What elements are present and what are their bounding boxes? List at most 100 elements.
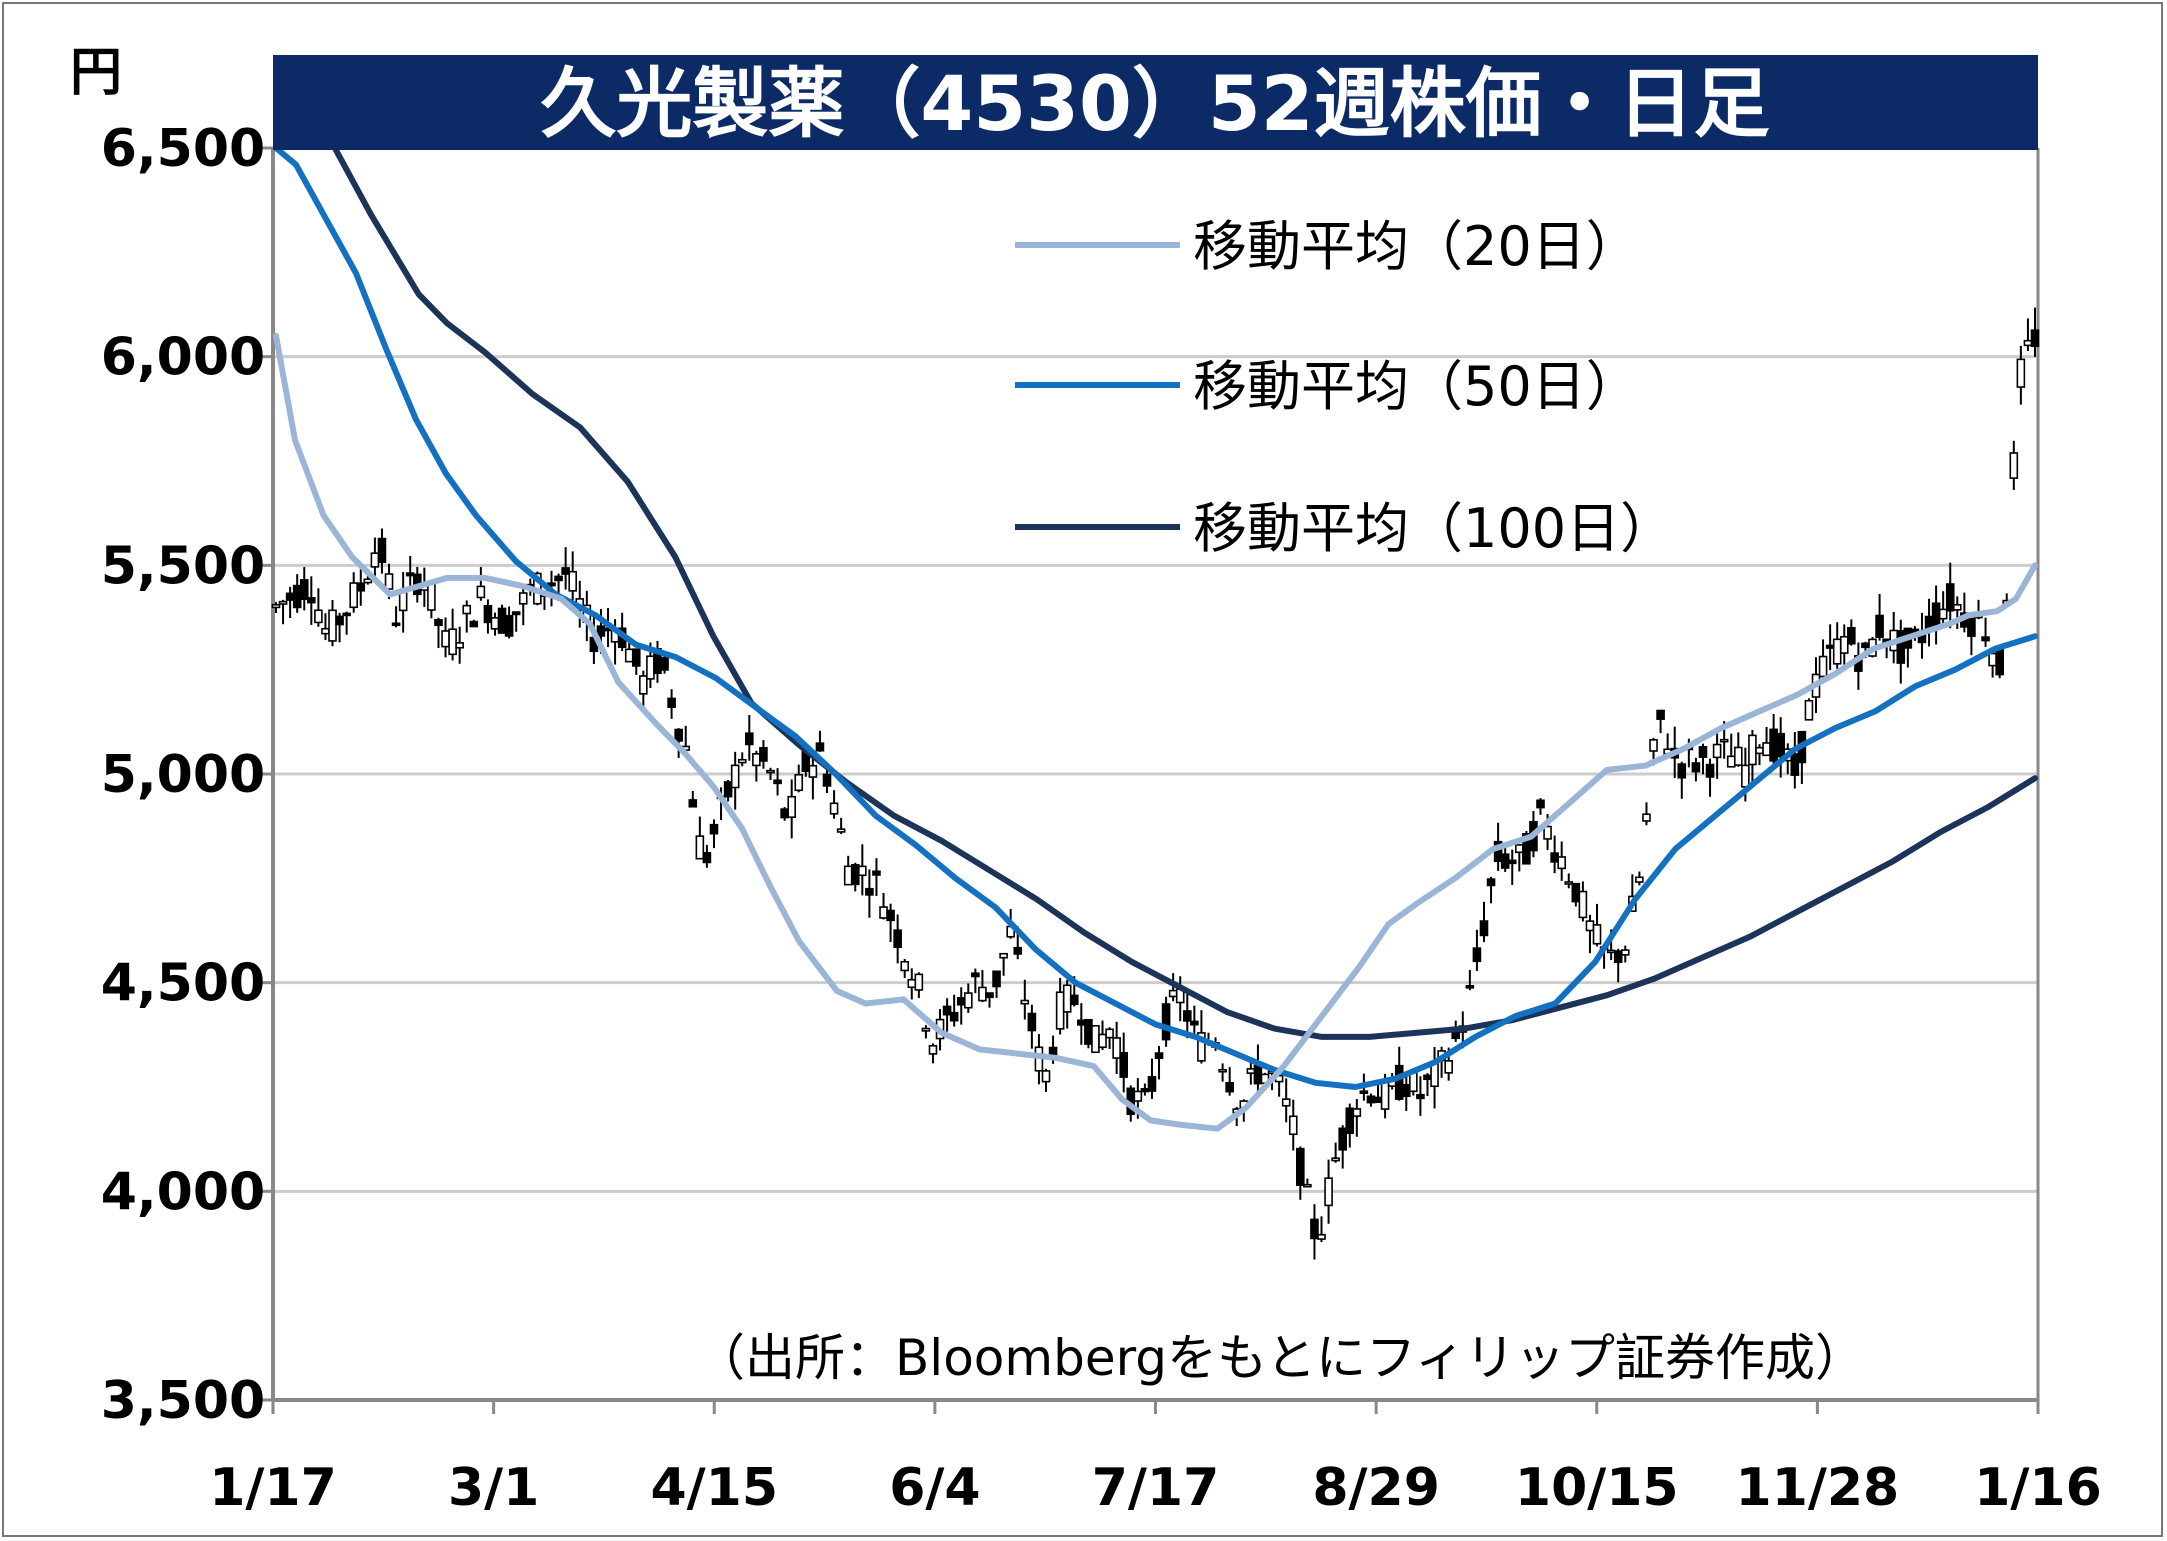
candlestick — [1847, 619, 1856, 646]
candlestick — [483, 599, 493, 634]
candlestick — [914, 972, 924, 999]
candlestick — [1656, 709, 1665, 734]
candlestick — [631, 648, 641, 675]
candlestick — [1190, 1005, 1199, 1039]
candlestick — [1776, 717, 1785, 778]
candlestick — [1691, 757, 1701, 782]
candlestick — [1592, 903, 1602, 947]
candlestick — [1507, 849, 1517, 885]
candlestick — [886, 903, 895, 943]
candlestick — [1818, 639, 1828, 683]
candlestick — [1748, 729, 1757, 786]
candlestick — [815, 730, 825, 752]
candlestick — [1062, 979, 1072, 1029]
candlestick — [1331, 1142, 1340, 1163]
candlestick — [879, 892, 888, 920]
candlestick — [285, 586, 295, 618]
candlestick — [985, 992, 994, 1008]
candlestick — [1698, 743, 1708, 775]
legend-label-ma20: 移動平均（20日） — [1193, 215, 1640, 278]
candlestick — [787, 779, 796, 839]
candlestick — [963, 983, 973, 1013]
candlestick — [1084, 1018, 1093, 1049]
candlestick — [1769, 714, 1778, 766]
candlestick — [843, 855, 853, 886]
candlestick — [1303, 1178, 1312, 1188]
candlestick — [1154, 1045, 1164, 1080]
candlestick — [1981, 617, 1990, 647]
candlestick — [836, 817, 846, 835]
candlestick — [999, 952, 1008, 976]
candlestick — [271, 602, 281, 614]
candlestick — [1797, 730, 1807, 784]
candlestick — [653, 640, 662, 683]
candlestick — [1020, 979, 1030, 1020]
candlestick — [504, 606, 514, 639]
ma50-line — [273, 148, 2038, 1090]
candlestick — [469, 619, 479, 628]
y-tick-label: 6,000 — [101, 328, 265, 388]
candlestick — [1091, 1025, 1100, 1054]
candlestick — [1281, 1078, 1291, 1123]
ma100-line — [331, 148, 2038, 1040]
candlestick — [476, 567, 486, 601]
candlestick — [773, 768, 782, 796]
candlestick — [398, 572, 408, 633]
x-tick-label: 3/1 — [448, 1458, 539, 1518]
candlestick — [639, 670, 648, 711]
candlestick — [942, 998, 952, 1032]
candlestick — [278, 599, 288, 625]
candlestick — [730, 751, 740, 810]
candlestick — [321, 613, 330, 641]
candlestick — [1571, 882, 1581, 907]
moving-average-lines — [273, 148, 2038, 1132]
candlestick — [759, 740, 768, 769]
candlestick — [1578, 881, 1588, 922]
legend: 移動平均（20日） 移動平均（50日） 移動平均（100日） — [1015, 215, 1674, 560]
candlestick — [872, 858, 881, 896]
candlestick — [1225, 1067, 1234, 1096]
candlestick — [1938, 591, 1948, 625]
candlestick — [709, 819, 719, 849]
candlestick — [1366, 1093, 1376, 1107]
candlestick — [1967, 614, 1976, 656]
candlestick — [723, 779, 733, 802]
candlestick — [688, 790, 698, 808]
candlestick — [1288, 1099, 1298, 1151]
candlestick — [1832, 622, 1842, 669]
candlestick — [2009, 440, 2019, 490]
candlestick — [1889, 611, 1899, 664]
candlestick — [328, 600, 337, 647]
legend-label-ma50: 移動平均（50日） — [1193, 355, 1640, 418]
candlestick — [949, 994, 959, 1027]
candlestick — [1119, 1032, 1129, 1093]
candlestick — [1854, 642, 1863, 690]
source-note: （出所：Bloombergをもとにフィリップ証券作成） — [695, 1329, 1865, 1387]
candlestick — [1875, 593, 1884, 641]
y-tick-label: 3,500 — [101, 1371, 265, 1431]
y-tick-label: 4,500 — [101, 954, 265, 1014]
y-tick-label: 6,500 — [101, 119, 265, 179]
candlestick — [1317, 1216, 1326, 1243]
candlestick — [1041, 1068, 1051, 1092]
candlestick — [1486, 876, 1496, 904]
grid-lines — [273, 146, 2038, 1193]
candlestick — [1804, 698, 1814, 721]
candlestick — [314, 588, 323, 627]
candlestick — [1373, 1083, 1383, 1104]
candlestick — [377, 528, 387, 574]
candlestick — [971, 968, 980, 994]
candlestick — [956, 987, 966, 1025]
candlestick — [1055, 977, 1065, 1035]
candlestick — [794, 764, 804, 793]
candlestick — [307, 576, 316, 625]
candlestick — [518, 585, 528, 626]
x-tick-label: 10/15 — [1515, 1458, 1679, 1518]
x-tick-label: 1/16 — [1974, 1458, 2102, 1518]
candlestick — [1430, 1047, 1439, 1109]
candlestick — [2016, 345, 2026, 405]
candlestick — [1515, 844, 1524, 872]
candlestick — [455, 626, 464, 664]
candlestick — [921, 1025, 931, 1039]
candlestick — [1140, 1083, 1150, 1096]
